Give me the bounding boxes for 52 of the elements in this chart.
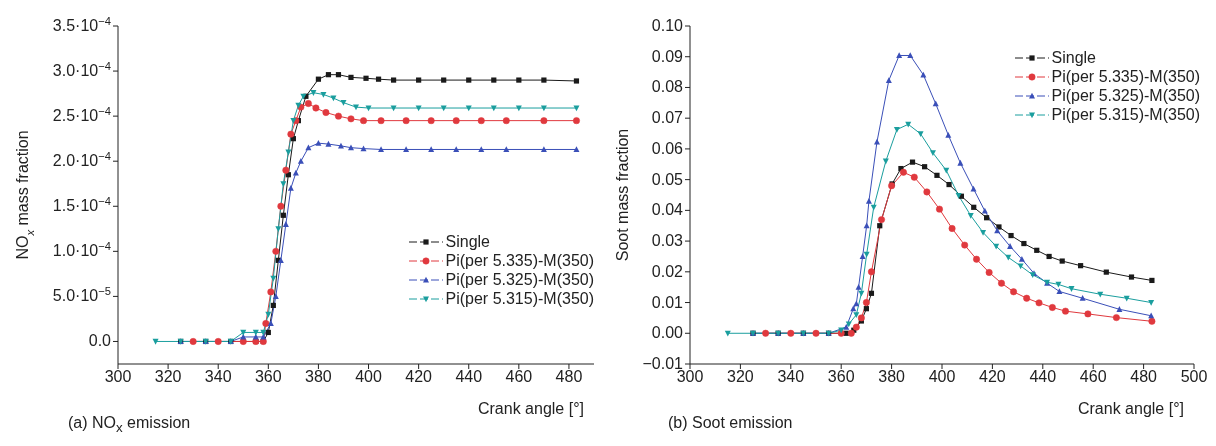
x-tick-label: 380	[878, 368, 906, 386]
y-tick-label: 0.09	[651, 47, 684, 65]
x-axis-title: Crank angle [°]	[477, 400, 584, 417]
x-tick-label: 480	[1130, 368, 1158, 386]
x-tick-label: 360	[254, 368, 282, 386]
legend-label: Pi(per 5.335)-M(350)	[445, 251, 594, 270]
y-tick-label: 0.03	[651, 232, 684, 250]
text: (b) Soot emission	[668, 414, 793, 432]
y-tick-label: 0.05	[651, 170, 684, 188]
y-tick-label: 1.0·10$^{−4}$	[52, 240, 111, 260]
x-axis-title: Crank angle [°]	[1077, 400, 1184, 417]
y-tick-label: 0.07	[651, 109, 684, 127]
legend-label: Single	[445, 232, 490, 251]
y-tick-label: 5.0·10$^{−5}$	[52, 285, 111, 305]
legend-label: Pi(per 5.315)-M(350)	[445, 289, 594, 308]
legend-label: Pi(per 5.315)-M(350)	[1051, 105, 1200, 124]
y-tick-label: 2.0·10$^{−4}$	[52, 150, 111, 170]
x-tick-label: 460	[1079, 368, 1107, 386]
x-tick-label: 320	[154, 368, 182, 386]
y-tick-label: 0.04	[651, 201, 684, 219]
x-tick-label: 340	[204, 368, 232, 386]
x-tick-label: 400	[355, 368, 382, 386]
x-tick-label: 500	[1180, 368, 1208, 386]
y-tick-label: 0.06	[651, 139, 684, 157]
text: (a) NO$_{x}$ emission	[68, 414, 191, 436]
x-tick-label: 360	[827, 368, 855, 386]
y-tick-label: 0.10	[651, 17, 684, 34]
y-tick-label: 0.08	[651, 78, 684, 96]
y-tick-label: 0.0	[88, 332, 112, 350]
y-tick-label: 0.00	[651, 324, 684, 342]
x-tick-label: 460	[505, 368, 533, 386]
legend-label: Pi(per 5.325)-M(350)	[445, 270, 594, 289]
legend-label: Pi(per 5.335)-M(350)	[1051, 67, 1200, 86]
x-tick-label: 420	[979, 368, 1006, 386]
y-axis-title: Soot mass fraction	[614, 128, 631, 262]
y-tick-label: 3.0·10$^{−4}$	[52, 60, 111, 80]
y-tick-label: 3.5·10$^{−4}$	[52, 15, 111, 34]
x-tick-label: 420	[405, 368, 433, 386]
x-tick-label: 380	[305, 368, 332, 386]
x-tick-label: 340	[777, 368, 805, 386]
x-tick-label: 480	[555, 368, 583, 386]
y-tick-label: 0.01	[651, 293, 684, 311]
x-tick-label: 320	[727, 368, 754, 386]
x-tick-label: 300	[104, 368, 132, 386]
x-tick-label: 400	[928, 368, 956, 386]
y-tick-label: 2.5·10$^{−4}$	[52, 105, 111, 125]
x-tick-label: 440	[1029, 368, 1057, 386]
legend-label: Single	[1051, 48, 1096, 67]
legend-label: Pi(per 5.325)-M(350)	[1051, 86, 1200, 105]
x-tick-label: 440	[455, 368, 483, 386]
y-tick-label: 0.02	[651, 262, 684, 280]
y-tick-label: 1.5·10$^{−4}$	[52, 195, 111, 215]
